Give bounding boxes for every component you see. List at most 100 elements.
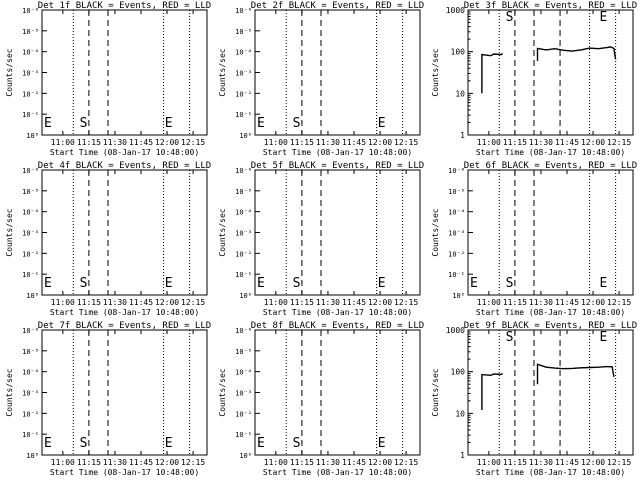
marker-letter-E: E: [257, 436, 265, 451]
y-tick-label: 10: [455, 89, 465, 98]
x-tick-label: 11:15: [77, 138, 101, 147]
panel-title: Det 9f BLACK = Events, RED = LLD: [464, 321, 637, 331]
x-tick-label: 12:00: [368, 458, 392, 467]
x-tick-label: 11:30: [529, 138, 553, 147]
x-tick-label: 12:00: [581, 298, 605, 307]
y-tick-label: 100: [451, 368, 466, 377]
plot-frame: [254, 169, 421, 296]
y-tick-label: 10⁻¹: [235, 271, 252, 279]
y-tick-label: 10⁻⁴: [22, 369, 39, 377]
panel-title: Det 5f BLACK = Events, RED = LLD: [251, 161, 424, 171]
y-axis-label: Counts/sec: [218, 48, 227, 96]
marker-letter-E: E: [165, 116, 173, 131]
marker-letter-E: E: [257, 116, 265, 131]
x-tick-label: 11:30: [103, 458, 127, 467]
marker-letter-E: E: [44, 436, 52, 451]
x-tick-label: 11:00: [264, 458, 288, 467]
marker-letter-S: S: [506, 10, 514, 25]
panel-title: Det 1f BLACK = Events, RED = LLD: [38, 1, 211, 11]
y-tick-label: 10⁻⁶: [235, 7, 252, 15]
y-tick-label: 10⁰: [239, 132, 252, 140]
y-tick-label: 10⁻⁴: [235, 369, 252, 377]
y-tick-label: 10⁻²: [448, 250, 465, 258]
y-tick-label: 10⁻²: [235, 90, 252, 98]
x-tick-label: 11:00: [264, 298, 288, 307]
x-axis-label: Start Time (08-Jan-17 10:48:00): [263, 468, 412, 477]
marker-letter-E: E: [470, 276, 478, 291]
plot-frame: [467, 169, 634, 296]
x-tick-label: 11:15: [77, 458, 101, 467]
y-tick-label: 10⁻⁵: [22, 348, 39, 356]
marker-letter-E: E: [44, 276, 52, 291]
x-tick-label: 11:30: [103, 138, 127, 147]
x-tick-label: 12:15: [607, 458, 631, 467]
plot-frame: [254, 9, 421, 136]
y-axis-label: Counts/sec: [5, 368, 14, 416]
marker-letter-S: S: [506, 276, 514, 291]
events-series-line: [536, 46, 617, 61]
detector-panel-8: Det 8f BLACK = Events, RED = LLD 11:00 11:…: [218, 321, 424, 477]
y-tick-label: 10⁻²: [235, 250, 252, 258]
x-tick-label: 11:45: [129, 138, 153, 147]
y-tick-label: 1: [460, 451, 465, 460]
panel-title: Det 8f BLACK = Events, RED = LLD: [251, 321, 424, 331]
y-axis-label: Counts/sec: [218, 368, 227, 416]
y-axis-label: Counts/sec: [431, 208, 440, 256]
plot-frame: [467, 9, 634, 136]
y-tick-label: 10⁻⁵: [235, 28, 252, 36]
y-tick-label: 10⁻²: [235, 410, 252, 418]
y-tick-label: 10⁻⁶: [235, 327, 252, 335]
x-tick-label: 11:15: [503, 458, 527, 467]
y-tick-label: 10⁻⁵: [22, 28, 39, 36]
panel-title: Det 4f BLACK = Events, RED = LLD: [38, 161, 211, 171]
events-series-line: [536, 363, 615, 385]
plot-frame: [41, 329, 208, 456]
y-tick-label: 10⁰: [239, 452, 252, 460]
y-tick-label: 10⁻²: [22, 410, 39, 418]
x-tick-label: 12:00: [368, 138, 392, 147]
x-tick-label: 11:45: [342, 298, 366, 307]
y-tick-label: 10⁰: [26, 292, 39, 300]
marker-letter-S: S: [293, 276, 301, 291]
y-tick-label: 10⁻¹: [235, 431, 252, 439]
marker-letter-E: E: [599, 10, 607, 25]
x-tick-label: 11:00: [51, 138, 75, 147]
y-tick-label: 10⁻⁶: [22, 327, 39, 335]
y-tick-label: 10⁻³: [235, 230, 252, 238]
y-tick-label: 1000: [446, 326, 465, 335]
x-tick-label: 11:30: [316, 298, 340, 307]
marker-letter-E: E: [378, 116, 386, 131]
y-tick-label: 10⁻¹: [235, 111, 252, 119]
x-tick-label: 12:15: [394, 138, 418, 147]
x-tick-label: 11:00: [477, 298, 501, 307]
x-tick-label: 11:00: [51, 298, 75, 307]
panel-title: Det 3f BLACK = Events, RED = LLD: [464, 1, 637, 11]
y-tick-label: 10⁻⁵: [22, 188, 39, 196]
x-tick-label: 11:15: [290, 138, 314, 147]
marker-letter-S: S: [293, 116, 301, 131]
y-tick-label: 10⁻⁵: [448, 188, 465, 196]
x-tick-label: 12:00: [155, 298, 179, 307]
x-tick-label: 11:15: [77, 298, 101, 307]
x-tick-label: 11:45: [555, 298, 579, 307]
y-tick-label: 10⁻⁵: [235, 348, 252, 356]
panel-title: Det 7f BLACK = Events, RED = LLD: [38, 321, 211, 331]
y-tick-label: 10⁻⁵: [235, 188, 252, 196]
plot-frame: [254, 329, 421, 456]
x-tick-label: 12:00: [581, 138, 605, 147]
y-tick-label: 10⁻¹: [22, 431, 39, 439]
y-tick-label: 10: [455, 409, 465, 418]
x-tick-label: 11:45: [555, 138, 579, 147]
x-tick-label: 12:00: [155, 458, 179, 467]
y-tick-label: 10⁻³: [235, 390, 252, 398]
y-tick-label: 10⁻²: [22, 90, 39, 98]
y-tick-label: 10⁻¹: [22, 271, 39, 279]
x-tick-label: 12:15: [181, 138, 205, 147]
y-tick-label: 10⁰: [239, 292, 252, 300]
x-tick-label: 11:45: [342, 458, 366, 467]
